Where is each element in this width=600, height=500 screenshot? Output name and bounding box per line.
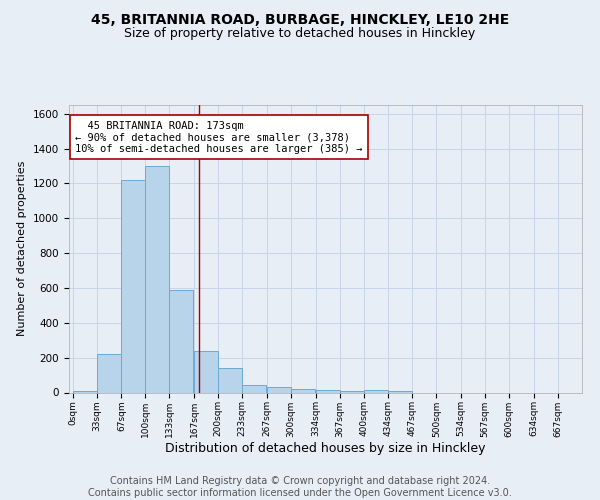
Bar (340, 391, 364, 392)
Bar (242, 384, 266, 392)
Bar (218, 368, 242, 392)
Bar (267, 388, 291, 392)
Bar (145, 166, 169, 392)
Bar (291, 389, 315, 392)
Text: Contains HM Land Registry data © Crown copyright and database right 2024.
Contai: Contains HM Land Registry data © Crown c… (88, 476, 512, 498)
Bar (97, 354, 121, 393)
X-axis label: Distribution of detached houses by size in Hinckley: Distribution of detached houses by size … (165, 442, 486, 455)
Text: Size of property relative to detached houses in Hinckley: Size of property relative to detached ho… (124, 28, 476, 40)
Text: 45, BRITANNIA ROAD, BURBAGE, HINCKLEY, LE10 2HE: 45, BRITANNIA ROAD, BURBAGE, HINCKLEY, L… (91, 12, 509, 26)
Bar (169, 290, 193, 393)
Y-axis label: Number of detached properties: Number of detached properties (17, 161, 28, 336)
Bar (73, 391, 97, 392)
Bar (364, 390, 388, 392)
Bar (316, 390, 340, 392)
Bar (194, 350, 218, 393)
Bar (121, 180, 145, 392)
Text: 45 BRITANNIA ROAD: 173sqm
← 90% of detached houses are smaller (3,378)
10% of se: 45 BRITANNIA ROAD: 173sqm ← 90% of detac… (75, 120, 362, 154)
Bar (388, 391, 412, 392)
